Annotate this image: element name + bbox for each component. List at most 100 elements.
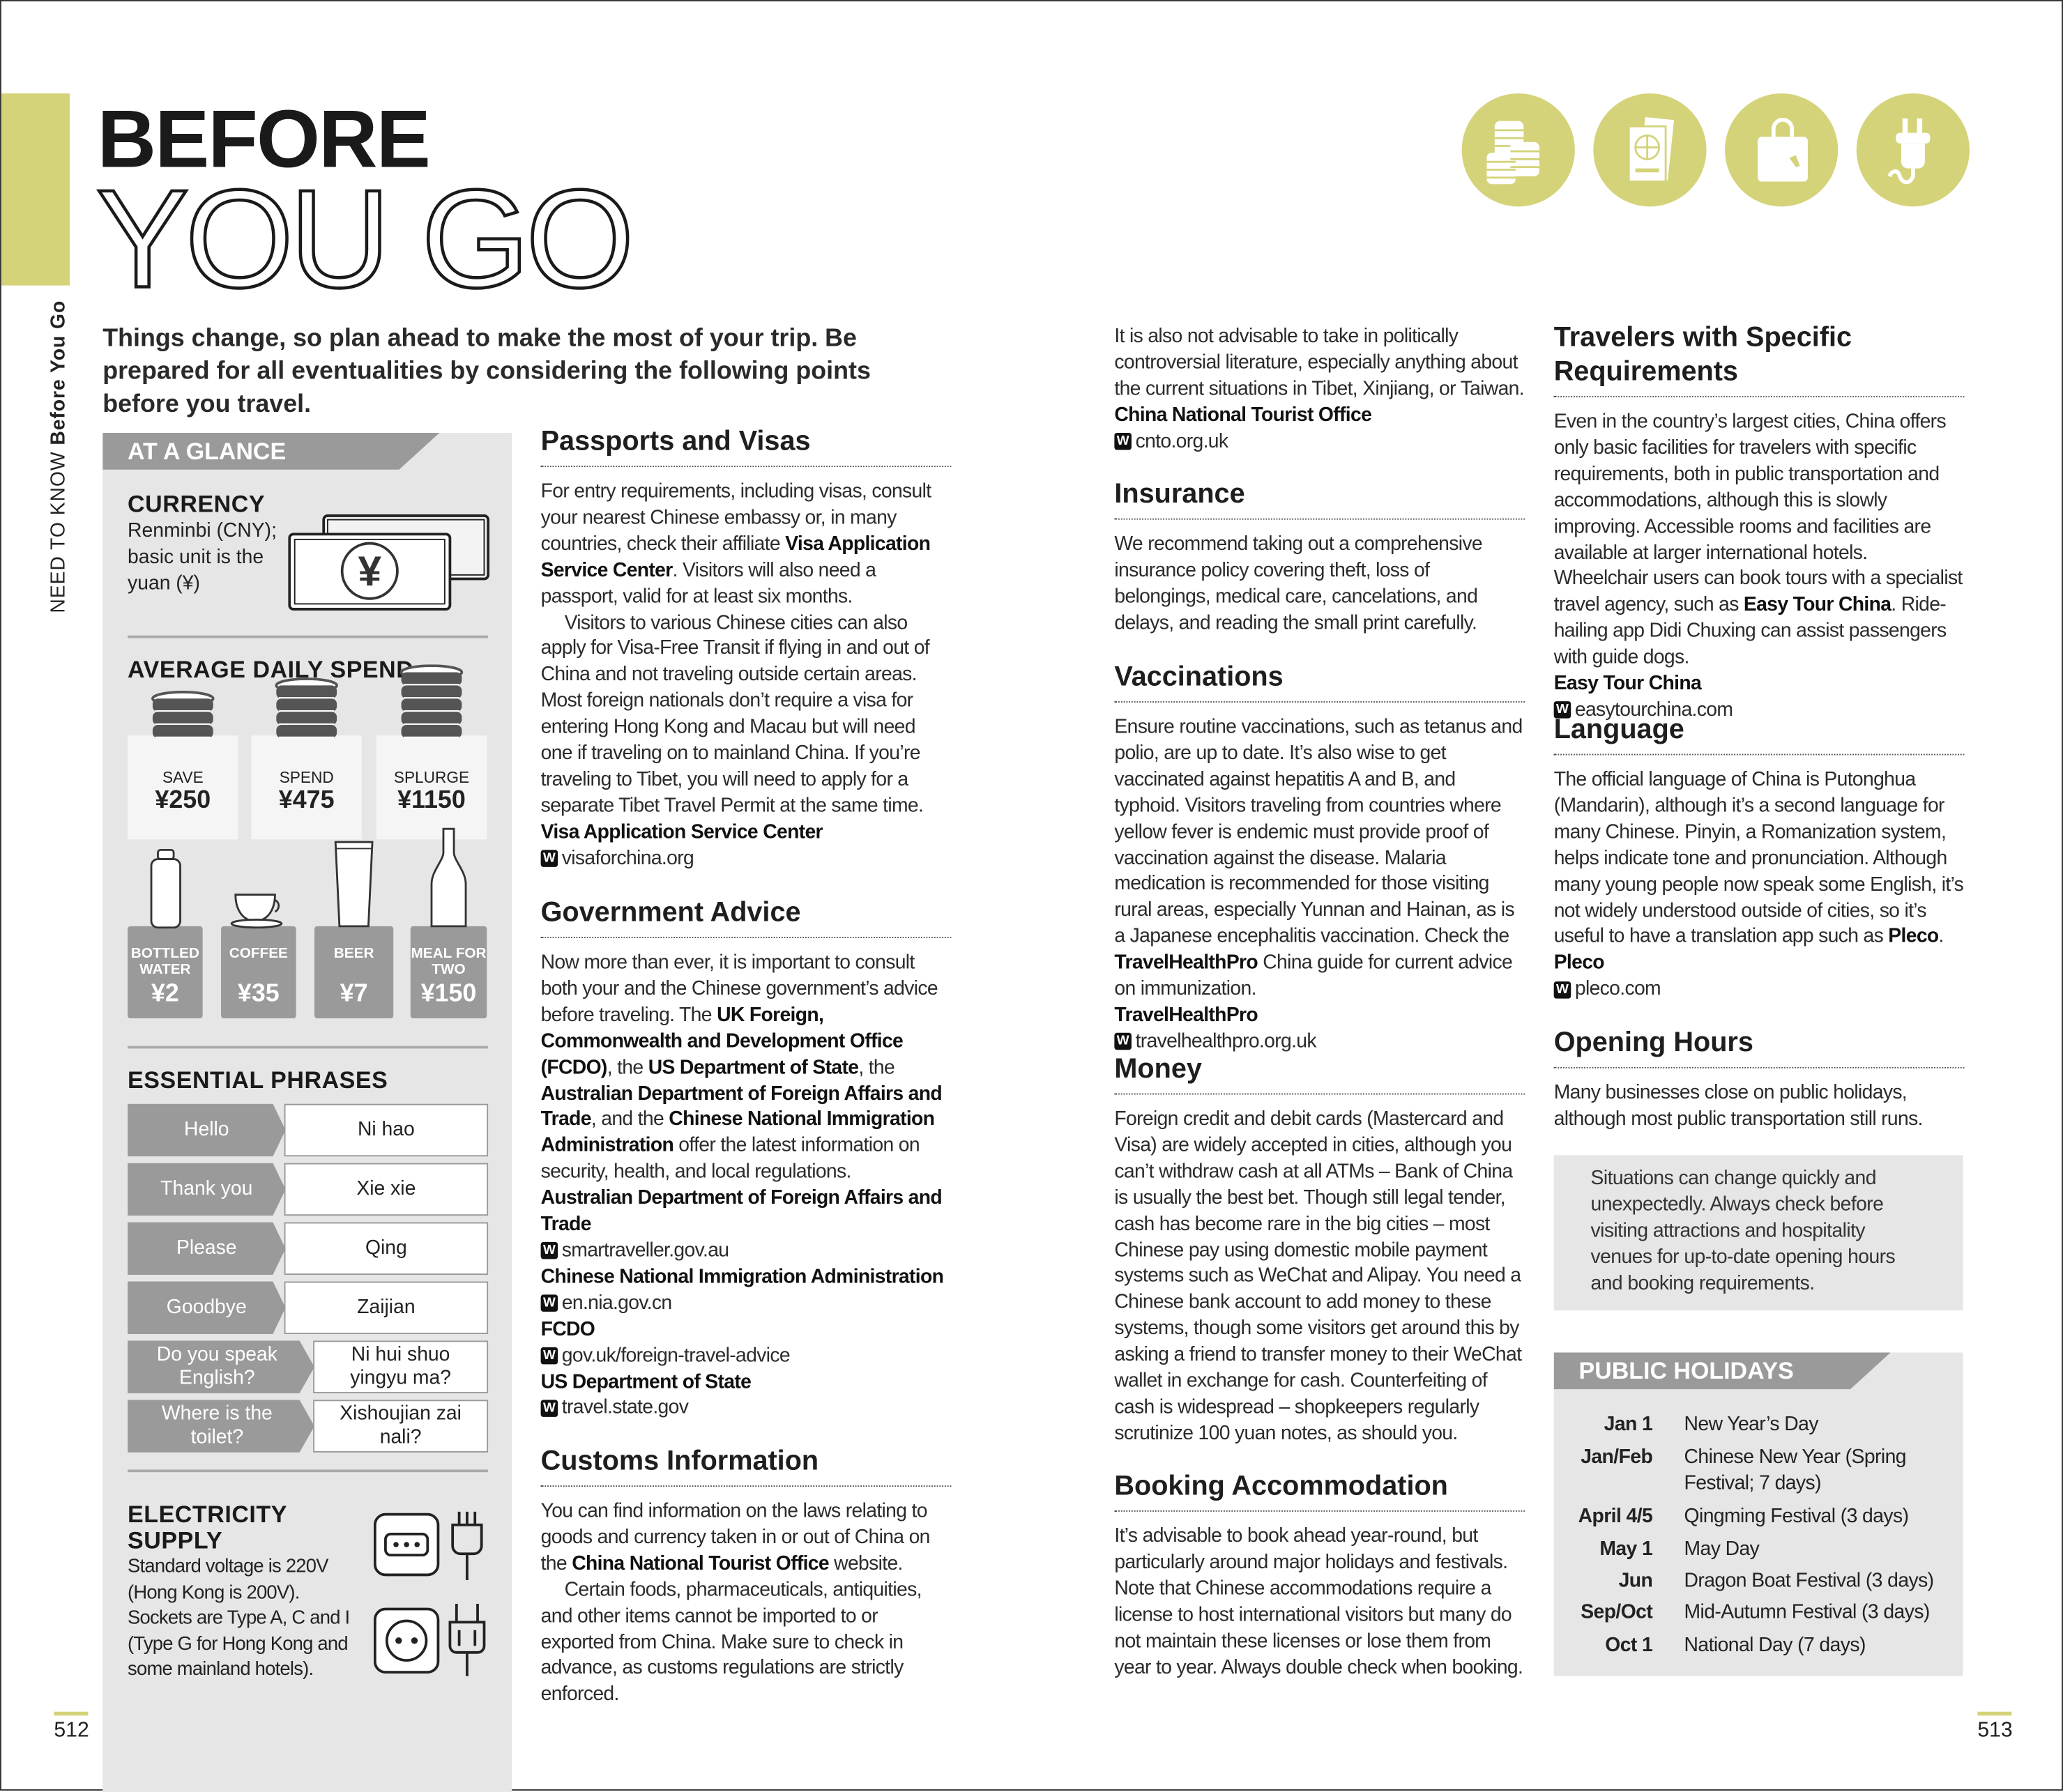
resource-url[interactable]: pleco.com [1574,977,1661,1001]
shopping-bag-icon [1725,93,1839,207]
paragraph: We recommend taking out a comprehensive … [1114,532,1525,636]
daily-spend-heading: AVERAGE DAILY SPEND [128,656,414,683]
price-tile: BEER ¥7 [314,926,394,1018]
holiday-date: Jan/Feb [1581,1446,1653,1469]
text-run: It is also not advisable to take in poli… [1114,325,1524,400]
coin-stack-icon [275,677,338,750]
at-a-glance-panel: AT A GLANCE CURRENCY Renminbi (CNY); bas… [102,433,512,1792]
section-booking: Booking Accommodation It’s advisable to b… [1114,1469,1525,1680]
phrase-chinese: Xie xie [284,1163,489,1216]
section-insurance: Insurance We recommend taking out a compr… [1114,477,1525,636]
section-heading: Language [1553,713,1965,756]
page-number-right: 513 [1977,1720,2013,1743]
phrase-chinese: Ni hui shuo yingyu ma? [313,1340,489,1393]
resource-url[interactable]: visaforchina.org [561,847,694,870]
holiday-name: Dragon Boat Festival (3 days) [1684,1569,1935,1592]
text-run: , the [607,1056,648,1079]
holiday-date: May 1 [1599,1538,1653,1561]
paragraph: It’s advisable to book ahead year-round,… [1114,1524,1525,1680]
resource-name: FCDO [540,1317,595,1340]
resource-url[interactable]: cnto.org.uk [1135,429,1228,452]
paragraph: Visitors to various Chinese cities can a… [541,610,952,820]
resource-url[interactable]: en.nia.gov.cn [561,1292,672,1315]
yuan-symbol: ¥ [358,547,381,595]
paragraph: Many businesses close on public holidays… [1554,1080,1965,1133]
phrase-row: Hello Ni hao [128,1103,489,1157]
paragraph: For entry requirements, including visas,… [541,479,952,610]
text-run: China guide for current advice on immuni… [1114,951,1513,1000]
text-run: website. [828,1552,903,1575]
price-label: COFFEE [229,946,288,962]
section-government: Government Advice Now more than ever, it … [540,896,952,1422]
resource-name: TravelHealthPro [1114,1004,1258,1027]
paragraph: The official language of China is Putong… [1554,767,1965,950]
currency-text: Renminbi (CNY); basic unit is the yuan (… [128,519,277,595]
passport-icon [1593,93,1707,207]
text-run: Many businesses close on public holidays… [1553,1081,1924,1131]
price-tile: COFFEE ¥35 [221,926,296,1018]
paragraph: Now more than ever, it is important to c… [541,950,952,1186]
section-heading: Passports and Visas [540,425,952,468]
text-run: Even in the country’s largest cities, Ch… [1553,410,1963,617]
resource-name: Visa Application Service Center [540,820,823,843]
phrase-row: Where is the toilet? Xishoujian zai nali? [128,1400,489,1453]
phrase-english: Hello [128,1103,286,1157]
section-heading: Government Advice [540,896,952,938]
phrase-row: Do you speak English? Ni hui shuo yingyu … [128,1340,489,1393]
bold-term: US Department of State [648,1056,859,1079]
holiday-name: New Year’s Day [1684,1413,1819,1436]
phrase-english: Goodbye [128,1281,286,1335]
running-head: NEED TO KNOW Before You Go [47,300,70,613]
bold-term: China National Tourist Office [572,1552,829,1575]
price-label: BEER [333,946,374,962]
text-run: . [1938,925,1944,948]
resource-name: Pleco [1553,951,1605,974]
section-hours: Opening Hours Many businesses close on pu… [1553,1026,1965,1133]
resource-url[interactable]: travelhealthpro.org.uk [1135,1029,1317,1052]
text-run: Certain foods, pharmaceuticals, antiquit… [540,1578,922,1706]
intro-text: Things change, so plan ahead to make the… [102,325,871,419]
resource-url[interactable]: gov.uk/foreign-travel-advice [561,1344,791,1367]
section-heading: Money [1114,1052,1525,1095]
banknote-icon: ¥ [288,514,491,618]
phrase-chinese: Zaijian [284,1281,489,1335]
phrase-chinese: Xishoujian zai nali? [313,1400,489,1453]
phrase-row: Thank you Xie xie [128,1163,489,1216]
phrase-row: Please Qing [128,1222,489,1276]
web-icon: W [540,1400,558,1417]
paragraph: Foreign credit and debit cards (Masterca… [1114,1106,1525,1446]
section-heading: Travelers with Specific Requirements [1553,321,1965,398]
web-icon: W [540,850,558,868]
phrase-english: Thank you [128,1163,286,1216]
section-vaccinations: Vaccinations Ensure routine vaccinations,… [1114,661,1525,1055]
resource-url[interactable]: travel.state.gov [561,1396,689,1419]
web-icon: W [1114,433,1132,450]
page-marker [1977,1711,2012,1716]
title-line-1: BEFORE [97,94,431,186]
resource-url[interactable]: easytourchina.com [1574,698,1733,721]
web-icon: W [540,1294,558,1312]
text-run: We recommend taking out a comprehensive … [1114,533,1482,634]
holiday-date: Jan 1 [1604,1413,1653,1436]
price-value: ¥2 [151,980,179,1008]
text-run: For entry requirements, including visas,… [540,480,932,556]
page-marker [54,1711,89,1716]
spend-value: ¥475 [278,786,335,815]
spend-label: SAVE [162,768,204,787]
text-run: The official language of China is Putong… [1553,768,1964,948]
resource-url[interactable]: smartraveller.gov.au [561,1239,729,1262]
electricity-text: Standard voltage is 220V (Hong Kong is 2… [128,1556,350,1680]
coins-icon [1461,93,1575,207]
holiday-name: Qingming Festival (3 days) [1684,1505,1910,1528]
section-travelers: Travelers with Specific Requirements Even… [1553,321,1965,723]
bold-term: Visa Application Service Center [540,533,931,581]
